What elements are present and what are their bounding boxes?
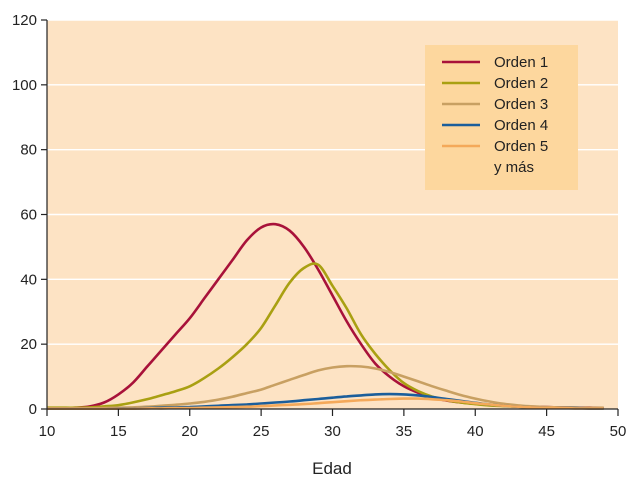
x-tick-label-30: 30 bbox=[324, 423, 341, 440]
legend-label-1: Orden 1 bbox=[494, 54, 548, 71]
y-tick-label-60: 60 bbox=[20, 207, 37, 224]
x-tick-label-25: 25 bbox=[253, 423, 270, 440]
y-tick-label-80: 80 bbox=[20, 142, 37, 159]
legend: Orden 1 Orden 2 Orden 3 Orden 4 Orden 5 y más bbox=[425, 45, 578, 190]
y-tick-label-100: 100 bbox=[12, 77, 37, 94]
legend-label-2: Orden 2 bbox=[494, 75, 548, 92]
y-tick-label-40: 40 bbox=[20, 271, 37, 288]
legend-label-5: y más bbox=[494, 159, 534, 176]
x-tick-label-50: 50 bbox=[610, 423, 627, 440]
legend-label-5: Orden 5 bbox=[494, 138, 548, 155]
x-tick-label-10: 10 bbox=[39, 423, 56, 440]
y-axis-ticks: 0 20 40 60 80 100 120 bbox=[12, 12, 47, 418]
grid-lines bbox=[47, 19, 618, 345]
y-tick-label-0: 0 bbox=[29, 401, 37, 418]
x-tick-label-35: 35 bbox=[396, 423, 413, 440]
x-tick-label-45: 45 bbox=[538, 423, 555, 440]
y-tick-label-120: 120 bbox=[12, 12, 37, 29]
x-tick-label-15: 15 bbox=[110, 423, 127, 440]
x-tick-label-20: 20 bbox=[181, 423, 198, 440]
y-tick-label-20: 20 bbox=[20, 336, 37, 353]
legend-label-4: Orden 4 bbox=[494, 117, 548, 134]
x-axis-ticks: 10 15 20 25 30 35 40 45 50 bbox=[39, 409, 627, 440]
legend-label-3: Orden 3 bbox=[494, 96, 548, 113]
x-tick-label-40: 40 bbox=[467, 423, 484, 440]
x-axis-title: Edad bbox=[312, 459, 352, 478]
legend-box bbox=[425, 45, 578, 190]
